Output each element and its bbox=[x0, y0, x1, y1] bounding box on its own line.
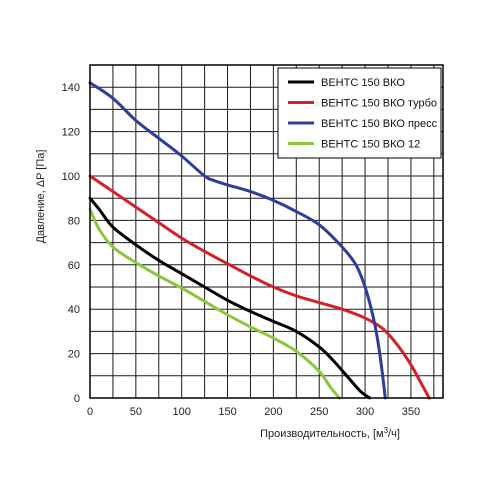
y-tick-label: 0 bbox=[74, 393, 80, 405]
x-axis-title-tail: /ч] bbox=[388, 428, 400, 440]
series-line-2 bbox=[88, 174, 431, 400]
y-tick-label: 80 bbox=[68, 215, 80, 227]
y-tick-label: 40 bbox=[68, 304, 80, 316]
legend-item: ВЕНТС 150 ВКО пресс bbox=[288, 118, 438, 130]
x-axis-title-main: Производительность, [м bbox=[260, 428, 384, 440]
legend-item: ВЕНТС 150 ВКО турбо bbox=[288, 98, 437, 110]
tick-labels: 0 50 100 150 200 250 300 350 0 20 40 60 80 100 120 140 bbox=[62, 82, 420, 418]
x-axis-title-sup: 3 bbox=[384, 426, 389, 435]
legend-items: ВЕНТС 150 ВКО ВЕНТС 150 ВКО турбо ВЕНТС 15… bbox=[288, 77, 438, 151]
x-tick-label: 100 bbox=[173, 406, 191, 418]
legend-item: ВЕНТС 150 ВКО 12 bbox=[288, 139, 420, 151]
x-axis-title: Производительность, [м3/ч] bbox=[260, 426, 400, 441]
x-tick-label: 300 bbox=[356, 406, 374, 418]
x-tick-label: 350 bbox=[402, 406, 420, 418]
x-tick-label: 150 bbox=[218, 406, 236, 418]
y-tick-label: 20 bbox=[68, 349, 80, 361]
x-tick-label: 250 bbox=[310, 406, 328, 418]
y-tick-label: 120 bbox=[62, 127, 80, 139]
plot-border bbox=[89, 64, 444, 399]
x-tick-label: 200 bbox=[264, 406, 282, 418]
legend-label: ВЕНТС 150 ВКО bbox=[321, 77, 405, 89]
y-axis-title: Давление, ΔP [Па] bbox=[35, 150, 47, 244]
legend-label: ВЕНТС 150 ВКО пресс bbox=[321, 118, 438, 130]
x-tick-label: 0 bbox=[87, 406, 93, 418]
legend-label: ВЕНТС 150 ВКО 12 bbox=[321, 139, 420, 151]
series-line-1 bbox=[88, 196, 372, 400]
y-tick-label: 140 bbox=[62, 82, 80, 94]
x-tick-label: 50 bbox=[130, 406, 142, 418]
series-line-4 bbox=[88, 207, 341, 400]
y-tick-label: 60 bbox=[68, 260, 80, 272]
series-lines bbox=[88, 81, 431, 400]
legend-label: ВЕНТС 150 ВКО турбо bbox=[321, 98, 437, 110]
series-line-3 bbox=[88, 81, 387, 400]
legend: ВЕНТС 150 ВКО ВЕНТС 150 ВКО турбо ВЕНТС 15… bbox=[277, 67, 442, 159]
legend-item: ВЕНТС 150 ВКО bbox=[288, 77, 405, 89]
y-tick-label: 100 bbox=[62, 171, 80, 183]
